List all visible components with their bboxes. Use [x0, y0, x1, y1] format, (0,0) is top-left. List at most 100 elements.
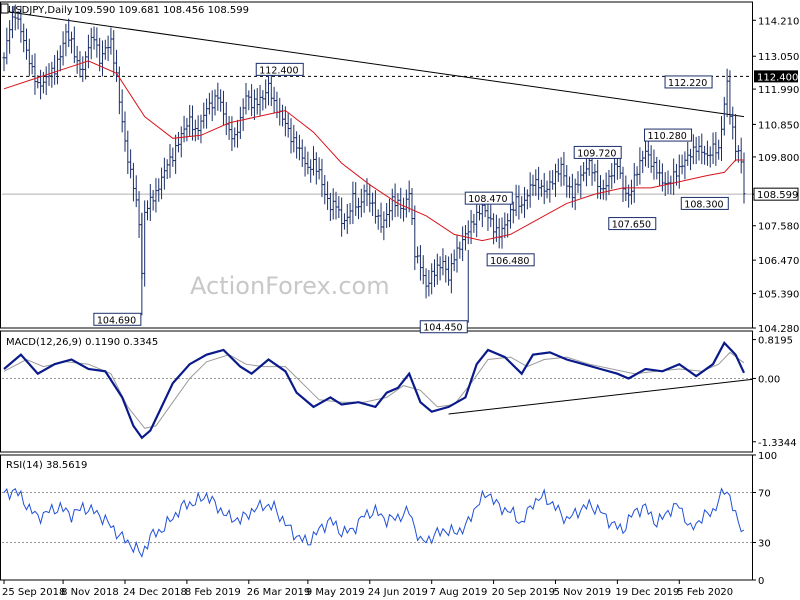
date-tick-label: 25 Sep 2018 — [2, 587, 65, 598]
rsi-label: RSI(14) 38.5619 — [6, 460, 87, 471]
ohlc-bar — [47, 63, 51, 86]
ohlc-bar — [351, 181, 355, 224]
ohlc-bar — [241, 98, 245, 131]
ohlc-bar — [399, 187, 403, 219]
ohlc-bar — [452, 249, 456, 272]
ohlc-bar — [500, 217, 504, 249]
ohlc-bar — [669, 175, 673, 195]
ohlc-bar — [84, 51, 88, 80]
ohlc-bar — [354, 182, 358, 216]
ohlc-bar — [359, 188, 363, 218]
macd-tick-label: -1.3344 — [758, 438, 797, 449]
ohlc-bar — [694, 136, 698, 165]
ohlc-bar — [520, 196, 524, 214]
ohlc-bar — [387, 198, 391, 228]
ohlc-bar — [553, 163, 557, 197]
annotation-box — [664, 75, 713, 89]
ohlc-bar — [219, 89, 223, 112]
ohlc-bar — [362, 184, 366, 213]
ohlc-bar — [89, 27, 93, 60]
rsi-pane — [0, 454, 753, 581]
ohlc-bar — [517, 185, 521, 220]
rsi-tick-label: 100 — [758, 451, 777, 462]
ohlc-bar — [576, 171, 580, 194]
ohlc-bar — [75, 45, 79, 74]
ohlc-bar — [227, 115, 231, 140]
resistance-axis-label: 112.400 — [757, 72, 798, 83]
ohlc-bar — [368, 183, 372, 213]
ohlc-bar — [632, 162, 636, 203]
price-annotation: 104.450 — [419, 320, 468, 334]
price-tick-label: 110.850 — [758, 120, 799, 131]
date-tick-label: 7 Aug 2019 — [430, 587, 488, 598]
ohlc-bar — [371, 192, 375, 216]
ohlc-bar — [193, 119, 197, 142]
ohlc-bar — [534, 169, 538, 196]
annotation-box — [93, 312, 142, 326]
ohlc-bar — [714, 132, 718, 166]
ohlc-bar — [379, 202, 383, 233]
annotation-label: 112.400 — [259, 65, 298, 76]
ohlc-bar — [292, 124, 296, 153]
ohlc-bar — [283, 106, 287, 137]
ohlc-bar — [672, 158, 676, 195]
ohlc-bar — [123, 111, 127, 152]
macd-tick-label: 0.8195 — [758, 336, 793, 347]
ohlc-bar — [303, 146, 307, 177]
ohlc-bar — [342, 213, 346, 230]
ohlc-bar — [5, 27, 9, 65]
ohlc-bar — [261, 90, 265, 111]
ohlc-bar — [202, 102, 206, 129]
ohlc-bar — [233, 127, 237, 148]
ohlc-bar — [112, 30, 116, 76]
ohlc-bar — [95, 27, 99, 58]
ohlc-bar — [666, 170, 670, 194]
ohlc-bar — [55, 50, 59, 85]
ohlc-bar — [286, 113, 290, 138]
price-annotation: 110.280 — [644, 128, 693, 142]
annotation-box — [419, 320, 468, 334]
ohlc-bar — [33, 53, 37, 95]
ohlc-bar — [542, 172, 546, 205]
ohlc-bar — [565, 164, 569, 198]
ohlc-bar — [525, 189, 529, 210]
ohlc-bar — [120, 89, 124, 133]
ohlc-bar — [137, 191, 141, 238]
ohlc-bar — [314, 152, 318, 185]
ohlc-bar — [30, 54, 34, 75]
ohlc-bar — [568, 176, 572, 199]
ohlc-bar — [382, 211, 386, 241]
ohlc-bar — [725, 68, 729, 118]
ohlc-bar — [171, 147, 175, 167]
price-annotation: 112.220 — [664, 75, 713, 89]
trendline — [3, 10, 745, 118]
price-annotation: 107.650 — [608, 217, 657, 231]
ohlc-bar — [413, 205, 417, 271]
ohlc-bar — [418, 245, 422, 281]
ohlc-bar — [117, 66, 121, 115]
resistance-axis-box — [754, 70, 798, 83]
ohlc-bar — [511, 201, 515, 224]
ohlc-bar — [44, 66, 48, 96]
ohlc-bar — [638, 147, 642, 185]
ohlc-bar — [649, 145, 653, 173]
ohlc-bar — [258, 84, 262, 116]
ohlc-bar — [348, 202, 352, 225]
ohlc-bar — [182, 115, 186, 143]
ohlc-bar — [449, 253, 453, 294]
ohlc-bar — [739, 137, 743, 174]
ohlc-bar — [652, 149, 656, 180]
ohlc-bar — [582, 162, 586, 182]
ohlc-bar — [247, 90, 251, 111]
ohlc-bar — [461, 226, 465, 262]
ohlc-bar — [402, 197, 406, 222]
ohlc-bar — [486, 201, 490, 231]
ohlc-bar — [39, 69, 43, 100]
ohlc-bar — [176, 131, 180, 153]
ohlc-bar — [131, 162, 135, 202]
ohlc-bar — [236, 119, 240, 148]
annotation-label: 110.280 — [648, 131, 687, 142]
ohlc-bar — [148, 183, 152, 222]
ohlc-bar — [404, 189, 408, 218]
ohlc-bar — [584, 156, 588, 187]
